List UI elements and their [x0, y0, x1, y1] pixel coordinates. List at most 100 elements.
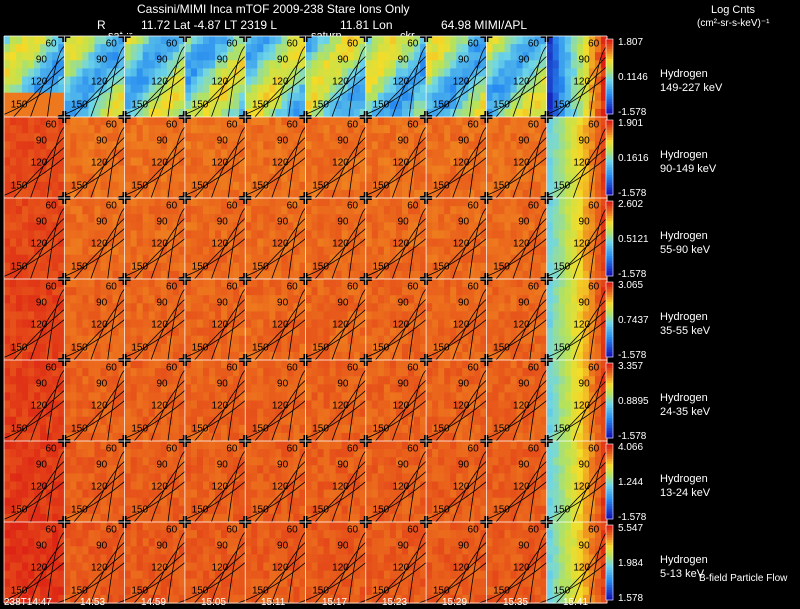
- heat-cell: [311, 206, 319, 215]
- heat-cell: [468, 76, 475, 86]
- heat-cell: [257, 254, 264, 264]
- heat-cell: [142, 76, 150, 86]
- heat-cell: [359, 351, 367, 361]
- heat-cell: [311, 117, 319, 126]
- heat-cell: [432, 222, 439, 231]
- heat-cell: [257, 384, 264, 393]
- heat-cell: [4, 335, 11, 345]
- heat-cell: [52, 141, 59, 150]
- heat-cell: [166, 68, 174, 78]
- heat-cell: [209, 392, 216, 402]
- heat-cell: [76, 392, 83, 402]
- heat-cell: [504, 149, 512, 159]
- heat-cell: [130, 44, 138, 53]
- heat-cell: [504, 181, 512, 191]
- heat-cell: [245, 238, 252, 248]
- heat-cell: [359, 222, 367, 231]
- heat-cell: [359, 230, 367, 240]
- heat-cell: [100, 68, 108, 78]
- heat-cell: [564, 189, 572, 199]
- heat-cell: [329, 287, 337, 296]
- heat-cell: [558, 165, 566, 175]
- heat-cell: [215, 189, 222, 199]
- heat-cell: [353, 254, 361, 264]
- heat-cell: [432, 133, 439, 142]
- heat-cell: [82, 165, 90, 175]
- heat-cell: [281, 424, 289, 434]
- heat-cell: [570, 84, 578, 94]
- heat-cell: [504, 262, 512, 272]
- heat-cell: [251, 254, 258, 264]
- heat-cell: [209, 360, 216, 369]
- heat-cell: [480, 343, 487, 353]
- heat-cell: [82, 84, 90, 94]
- heat-cell: [46, 68, 53, 78]
- heat-cell: [281, 133, 289, 142]
- heat-cell: [293, 173, 301, 183]
- heat-cell: [184, 246, 192, 256]
- heat-cell: [142, 335, 150, 345]
- heat-cell: [227, 432, 234, 442]
- heat-cell: [88, 424, 96, 434]
- heat-cell: [450, 68, 457, 78]
- heat-cell: [444, 327, 451, 337]
- heat-cell: [528, 108, 536, 118]
- heat-cell: [317, 246, 325, 256]
- contour-label: 90: [277, 217, 289, 228]
- heat-cell: [124, 76, 132, 86]
- contour-label: 60: [407, 201, 419, 212]
- heat-cell: [570, 319, 578, 329]
- heat-cell: [389, 222, 397, 231]
- heat-cell: [209, 319, 216, 329]
- heat-cell: [52, 376, 59, 385]
- heat-cell: [40, 60, 47, 69]
- heat-cell: [323, 343, 331, 353]
- heat-cell: [299, 173, 307, 183]
- heat-cell: [353, 262, 361, 272]
- heat-cell: [136, 384, 144, 393]
- heat-cell: [221, 238, 228, 248]
- heat-cell: [245, 165, 252, 175]
- heat-cell: [136, 36, 144, 45]
- heat-cell: [317, 108, 325, 118]
- heat-cell: [118, 133, 126, 142]
- heat-cell: [456, 181, 463, 191]
- heat-cell: [239, 60, 246, 69]
- heat-cell: [588, 335, 596, 345]
- heat-cell: [251, 108, 258, 118]
- heat-cell: [76, 351, 83, 361]
- heat-cell: [124, 100, 132, 110]
- contour-label: 60: [588, 201, 600, 212]
- heat-cell: [46, 181, 53, 191]
- heat-cell: [227, 408, 234, 418]
- heat-cell: [40, 149, 47, 159]
- heat-cell: [450, 343, 457, 353]
- heat-cell: [570, 141, 578, 150]
- pitch-contour: [167, 207, 186, 280]
- heat-cell: [546, 230, 554, 240]
- heat-cell: [528, 68, 536, 78]
- heat-cell: [184, 68, 192, 78]
- heat-cell: [100, 335, 108, 345]
- heat-cell: [432, 198, 439, 207]
- heat-cell: [136, 360, 144, 369]
- heat-cell: [323, 189, 331, 199]
- contour-label: 90: [277, 298, 289, 309]
- heat-cell: [474, 44, 481, 53]
- heat-cell: [287, 36, 295, 45]
- heat-cell: [172, 270, 180, 280]
- heat-cell: [46, 416, 53, 426]
- heat-cell: [82, 230, 90, 240]
- heat-cell: [329, 36, 337, 45]
- heat-cell: [546, 262, 554, 272]
- heat-cell: [552, 149, 560, 159]
- heat-cell: [474, 149, 481, 159]
- heat-cell: [365, 198, 373, 207]
- heat-cell: [4, 52, 11, 61]
- heat-cell: [4, 157, 11, 167]
- heat-cell: [395, 327, 403, 337]
- contour-label: 150: [493, 180, 510, 191]
- heat-cell: [516, 149, 524, 159]
- heat-cell: [172, 189, 180, 199]
- heat-cell: [468, 222, 475, 231]
